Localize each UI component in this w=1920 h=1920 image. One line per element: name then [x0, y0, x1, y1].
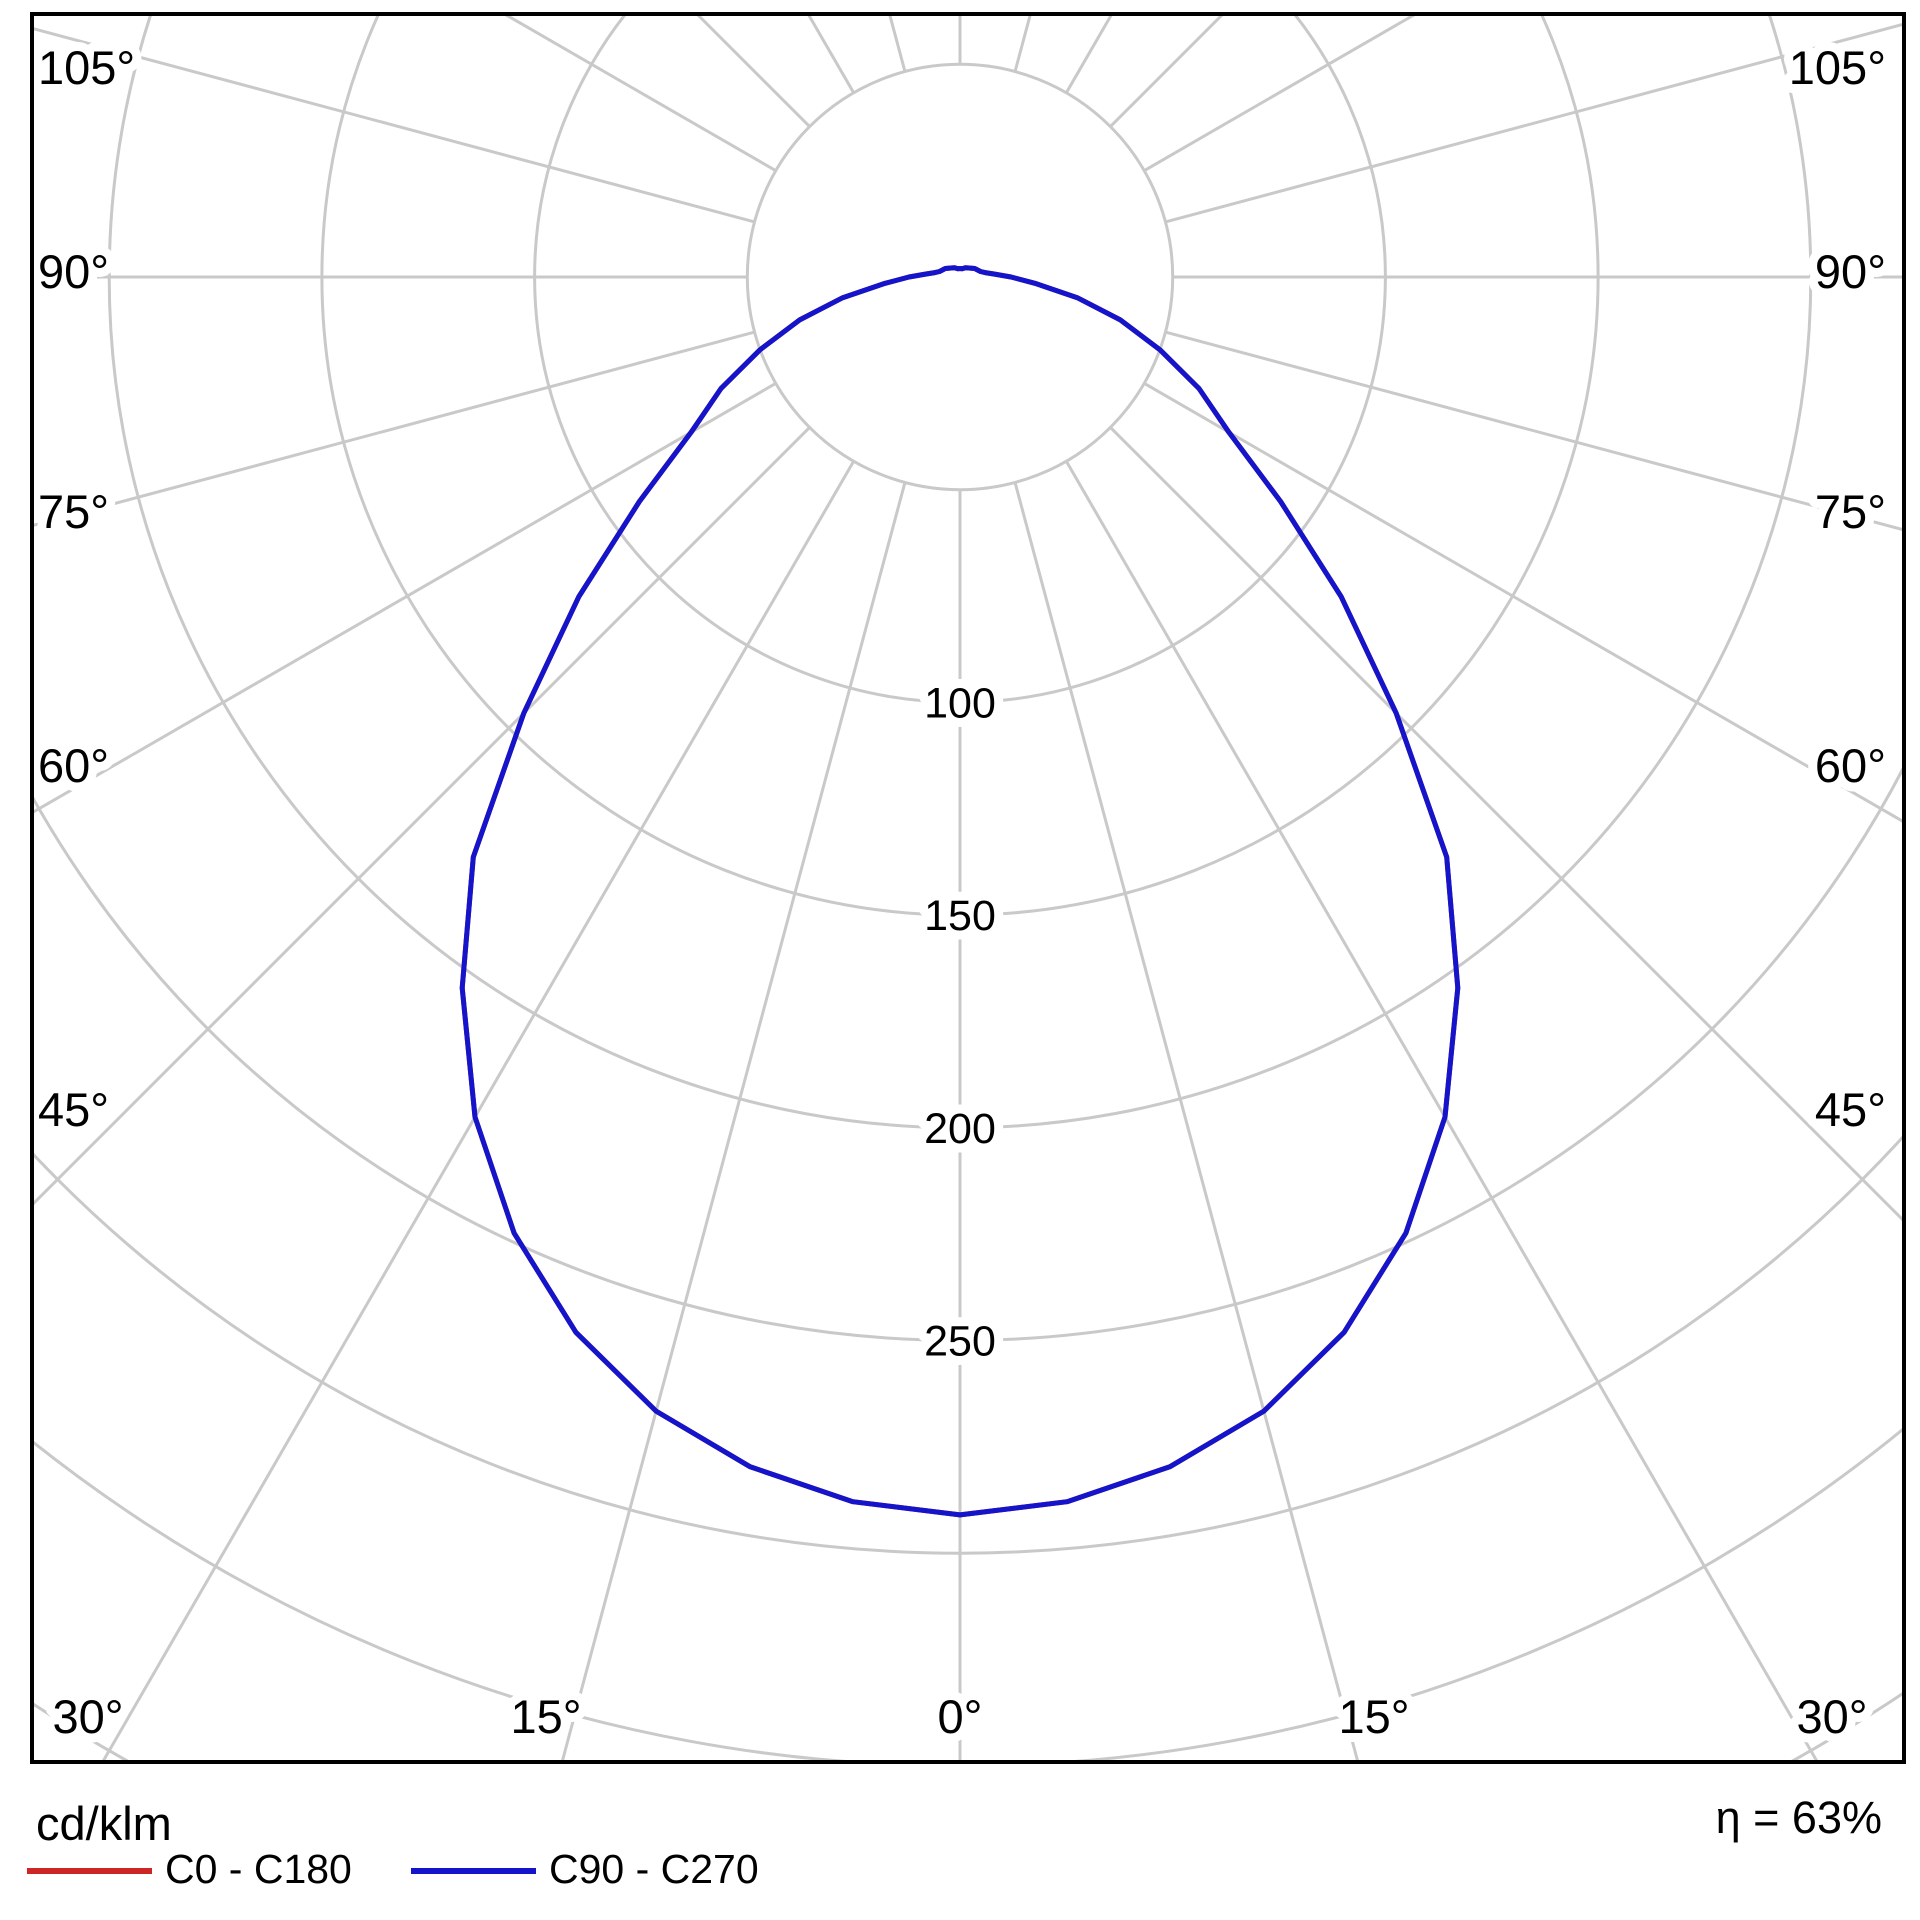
legend-swatch-c90-c270 — [411, 1868, 536, 1874]
angle-label-right-90°: 90° — [1815, 245, 1886, 298]
grid-spoke-R165 — [1013, 14, 1033, 72]
angle-label-right-105°: 105° — [1789, 41, 1886, 94]
angle-label-bottom-4: 30° — [1796, 1690, 1867, 1743]
grid-spoke-L15 — [560, 482, 907, 1762]
radial-tick-150: 150 — [924, 892, 996, 940]
grid-spoke-R105 — [1165, 22, 1904, 224]
angle-label-bottom-0: 30° — [52, 1690, 123, 1743]
grid-spoke-R30 — [1065, 460, 1820, 1762]
angle-label-left-75°: 75° — [38, 485, 109, 538]
grid-spoke-L75 — [32, 330, 755, 528]
angle-label-bottom-3: 15° — [1338, 1690, 1409, 1743]
legend-swatch-c0-c180 — [27, 1868, 152, 1874]
grid-spoke-L105 — [32, 26, 755, 224]
curve-C90-C270 — [459, 265, 1461, 1518]
angle-label-right-75°: 75° — [1815, 485, 1886, 538]
angle-label-right-60°: 60° — [1815, 739, 1886, 792]
grid-spoke-R75 — [1165, 330, 1904, 532]
angle-label-left-60°: 60° — [38, 739, 109, 792]
legend-label-c90-c270: C90 - C270 — [549, 1846, 759, 1892]
angle-label-left-45°: 45° — [38, 1083, 109, 1136]
radial-tick-200: 200 — [924, 1105, 996, 1153]
grid-spoke-L60 — [32, 382, 777, 815]
grid-spoke-L165 — [887, 14, 907, 72]
grid-spoke-R15 — [1013, 482, 1360, 1762]
radial-tick-250: 250 — [924, 1318, 996, 1366]
grid-circle-50 — [745, 62, 1175, 492]
plot-border — [30, 12, 1906, 1764]
angle-label-left-90°: 90° — [38, 245, 109, 298]
grid-spoke-R60 — [1143, 382, 1904, 824]
angle-label-bottom-2: 0° — [938, 1690, 983, 1743]
grid-spoke-L30 — [100, 460, 855, 1762]
efficiency-label: η = 63% — [1715, 1792, 1882, 1843]
legend-label-c0-c180: C0 - C180 — [165, 1846, 352, 1892]
angle-label-bottom-1: 15° — [510, 1690, 581, 1743]
angle-label-right-45°: 45° — [1815, 1083, 1886, 1136]
radial-tick-100: 100 — [924, 679, 996, 727]
angle-label-left-105°: 105° — [38, 41, 135, 94]
unit-label: cd/klm — [36, 1797, 172, 1850]
